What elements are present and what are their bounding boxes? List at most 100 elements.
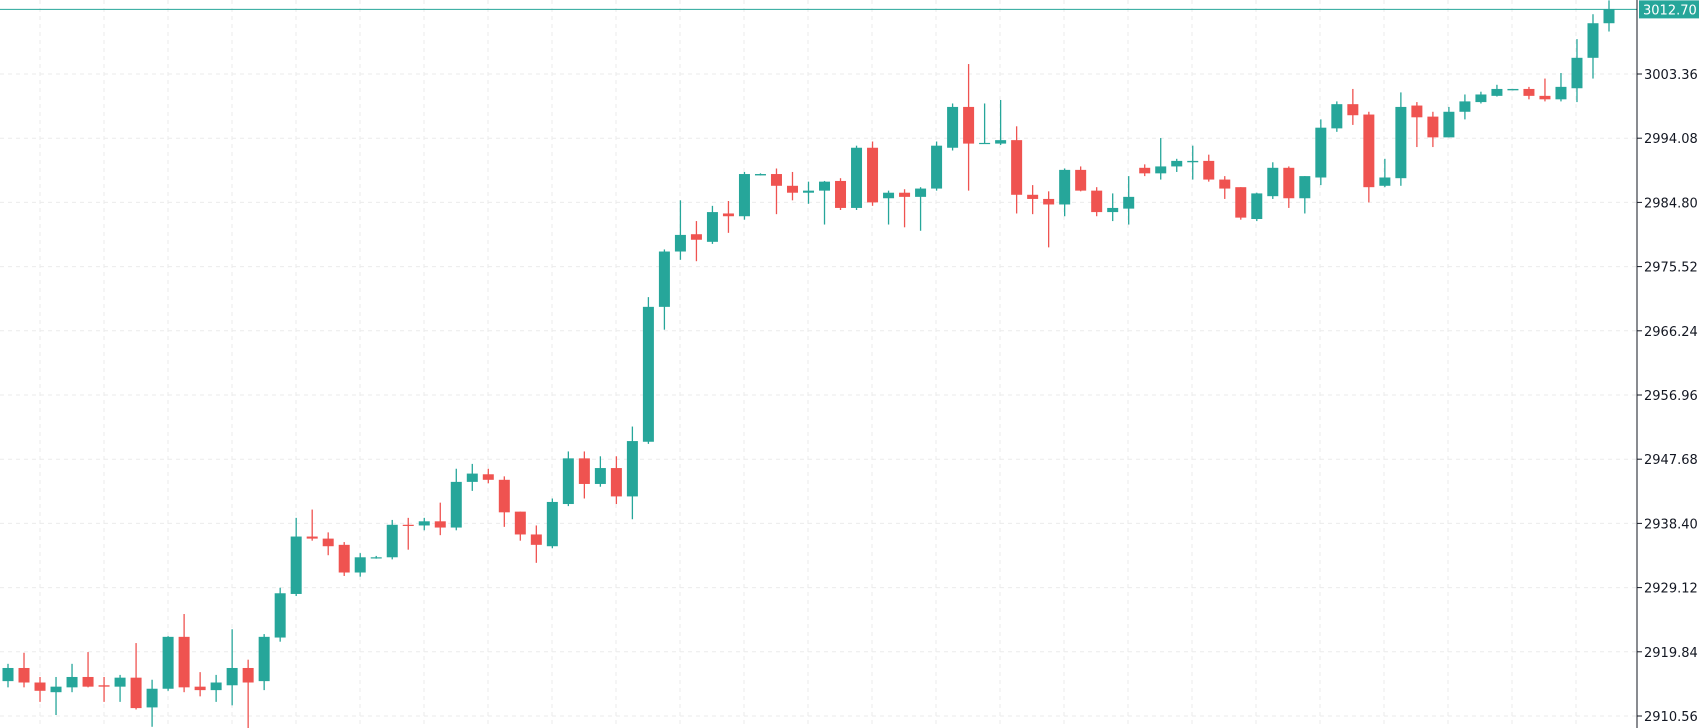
candle bbox=[1171, 158, 1183, 172]
candle bbox=[1587, 14, 1599, 79]
candle bbox=[82, 652, 94, 688]
candles bbox=[2, 0, 1615, 728]
candle bbox=[306, 509, 318, 541]
candle bbox=[354, 553, 366, 577]
candle bbox=[706, 205, 718, 244]
candle-body bbox=[354, 557, 366, 573]
candle-body bbox=[322, 538, 334, 547]
candle-body bbox=[1155, 166, 1167, 174]
candle-body bbox=[546, 501, 558, 547]
candle bbox=[2, 663, 14, 688]
candle-body bbox=[1283, 167, 1295, 199]
candle-body bbox=[82, 676, 94, 687]
candle-body bbox=[1091, 190, 1103, 213]
candle-body bbox=[1011, 140, 1023, 195]
candle-body bbox=[706, 212, 718, 242]
candle bbox=[626, 426, 638, 520]
candle-body bbox=[306, 536, 318, 539]
candle-body bbox=[290, 536, 302, 594]
y-tick-label: 2975.52 bbox=[1644, 261, 1698, 276]
candle bbox=[338, 542, 350, 576]
candle bbox=[1459, 94, 1471, 120]
last-price-label: 3012.70 bbox=[1643, 3, 1697, 18]
candle-body bbox=[979, 142, 991, 145]
candle-body bbox=[738, 174, 750, 217]
candle bbox=[1187, 145, 1199, 180]
candle-body bbox=[1411, 105, 1423, 118]
last-price-badge: 3012.70 bbox=[1639, 0, 1699, 19]
candle bbox=[1235, 187, 1247, 220]
candle-body bbox=[1299, 176, 1311, 199]
candle bbox=[1299, 176, 1311, 214]
candle bbox=[1395, 92, 1407, 186]
candle-body bbox=[1539, 95, 1551, 100]
candle-body bbox=[466, 473, 478, 482]
candle-body bbox=[50, 686, 62, 693]
candle-body bbox=[482, 474, 494, 480]
candle-body bbox=[1123, 196, 1135, 209]
candle-body bbox=[34, 682, 46, 691]
candle-body bbox=[1379, 177, 1391, 186]
candle-body bbox=[1603, 9, 1615, 24]
candle-body bbox=[658, 251, 670, 307]
candle bbox=[674, 200, 686, 260]
candle-body bbox=[1331, 104, 1343, 129]
candle-body bbox=[1427, 116, 1439, 138]
candle-body bbox=[514, 511, 526, 535]
candle bbox=[851, 145, 863, 211]
candle-body bbox=[786, 185, 798, 193]
candle-body bbox=[594, 468, 606, 484]
candle-body bbox=[18, 667, 30, 683]
candle-body bbox=[1075, 169, 1087, 191]
candle bbox=[883, 190, 895, 225]
candle-body bbox=[851, 147, 863, 208]
candle-body bbox=[1139, 167, 1151, 174]
candle bbox=[562, 451, 574, 507]
candle-body bbox=[210, 682, 222, 691]
candle-body bbox=[1235, 187, 1247, 218]
candle-body bbox=[963, 106, 975, 144]
candle-body bbox=[1587, 23, 1599, 58]
candle-body bbox=[2, 667, 14, 682]
candle bbox=[274, 587, 286, 642]
candle-body bbox=[1395, 106, 1407, 179]
candle-body bbox=[1251, 193, 1263, 220]
candle-body bbox=[899, 192, 911, 197]
candle bbox=[290, 517, 302, 597]
candle-body bbox=[258, 636, 270, 682]
candle-body bbox=[66, 676, 78, 688]
candle bbox=[34, 676, 46, 702]
candle bbox=[1219, 176, 1231, 199]
candle-body bbox=[1107, 207, 1119, 213]
candle bbox=[754, 173, 766, 176]
candle-body bbox=[274, 593, 286, 638]
candle-body bbox=[578, 458, 590, 484]
candle-body bbox=[867, 147, 879, 203]
candle bbox=[1379, 158, 1391, 188]
candle-body bbox=[162, 636, 174, 689]
candle bbox=[867, 141, 879, 206]
candle-body bbox=[1059, 169, 1071, 205]
candle bbox=[434, 502, 446, 536]
candle bbox=[1267, 162, 1279, 199]
candle-body bbox=[1507, 88, 1519, 91]
price-axis[interactable]: 3003.36 2994.08 2984.80 2975.52 2966.24 2956.… bbox=[1637, 68, 1698, 725]
candle bbox=[1539, 78, 1551, 102]
candle-body bbox=[114, 677, 126, 687]
candle bbox=[578, 451, 590, 499]
candle bbox=[658, 249, 670, 330]
candle bbox=[1027, 185, 1039, 215]
candle bbox=[322, 532, 334, 556]
candle-body bbox=[1027, 194, 1039, 199]
y-tick-label: 2994.08 bbox=[1644, 132, 1698, 147]
candle bbox=[386, 519, 398, 560]
candle-body bbox=[770, 174, 782, 186]
candle bbox=[178, 614, 190, 693]
candle bbox=[1523, 86, 1535, 100]
candle-body bbox=[1555, 86, 1567, 100]
candle bbox=[114, 674, 126, 702]
last-price-badge-bg bbox=[1639, 0, 1699, 19]
candle bbox=[1251, 192, 1263, 222]
candle-body bbox=[194, 686, 206, 691]
